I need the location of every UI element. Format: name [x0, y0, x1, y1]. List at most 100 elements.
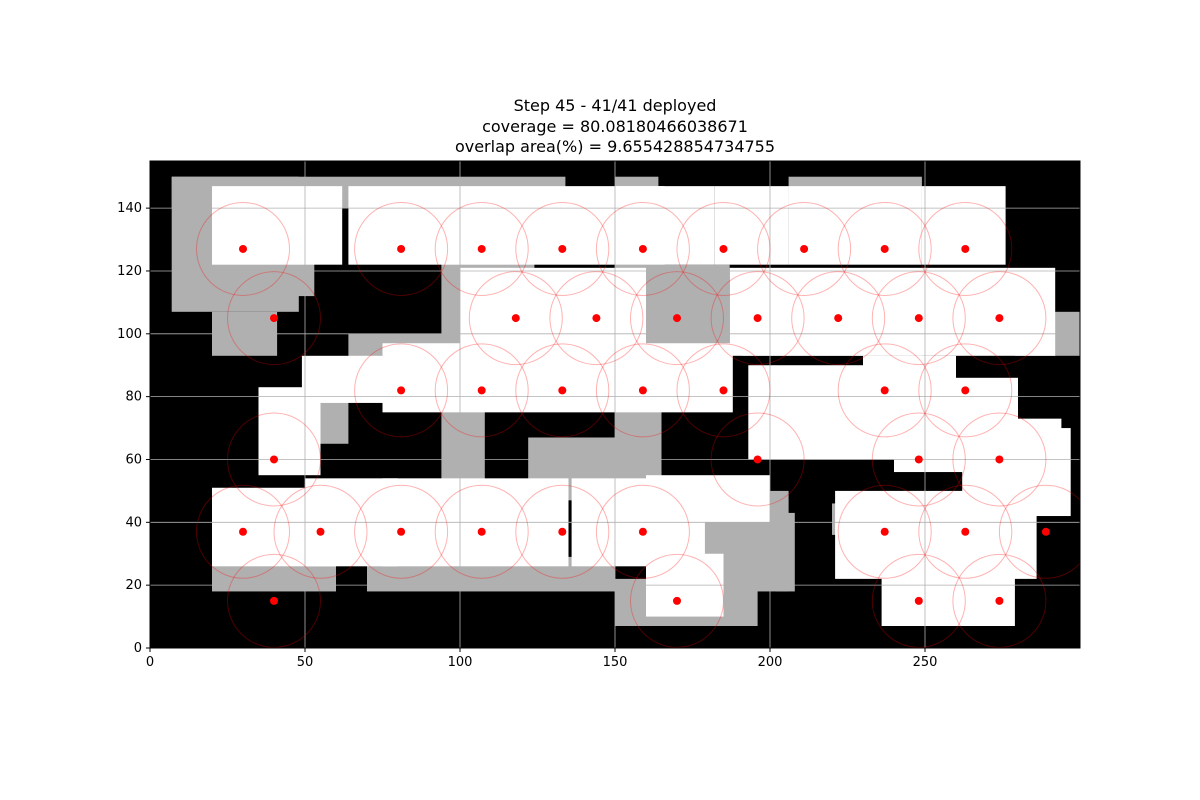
y-axis-ticks: 0 20 40 60 80 100 120 140: [117, 201, 150, 656]
sensor-point: [397, 527, 406, 536]
y-tick-label: 100: [117, 327, 142, 342]
sensor-points: [239, 244, 1050, 605]
sensor-point: [719, 244, 728, 253]
sensor-point: [880, 244, 889, 253]
sensor-range-circle: [757, 201, 852, 296]
sensor-point: [995, 314, 1004, 323]
sensor-point: [753, 455, 762, 464]
covered-region: [258, 387, 321, 476]
sensor-point: [558, 527, 567, 536]
sensor-range-circle: [791, 271, 886, 366]
sensor-point: [800, 244, 809, 253]
covered-region: [788, 186, 922, 265]
sensor-point: [477, 244, 486, 253]
sensor-point: [1041, 527, 1050, 536]
chart-title-line-3: overlap area(%) = 9.655428854734755: [455, 137, 775, 156]
covered-region: [615, 186, 715, 265]
sensor-point: [477, 386, 486, 395]
sensor-range-circle: [595, 484, 690, 579]
sensor-range-circle: [227, 412, 321, 507]
sensor-range-circle: [434, 201, 529, 296]
sensor-point: [592, 314, 601, 323]
x-tick-label: 200: [758, 655, 783, 670]
sensor-point: [961, 527, 970, 536]
sensor-range-circle: [434, 343, 529, 438]
sensor-range-circle: [676, 343, 771, 438]
sensor-range-circle: [595, 343, 690, 438]
sensor-range-circle: [273, 484, 368, 579]
sensor-point: [834, 314, 843, 323]
sensor-point: [638, 527, 647, 536]
sensor-range-circle: [227, 553, 321, 648]
sensor-point: [673, 596, 681, 605]
sensor-range-circle: [227, 271, 321, 366]
x-axis-ticks: 0 50 100 150 200 250: [146, 648, 937, 670]
free-area-region: [776, 512, 795, 592]
sensor-point: [239, 244, 247, 253]
sensor-range-circle: [710, 271, 805, 366]
sensor-point: [914, 314, 923, 323]
sensor-point: [914, 596, 923, 605]
sensor-point: [558, 244, 567, 253]
sensor-range-circles: [196, 201, 1080, 648]
sensor-point: [270, 455, 278, 464]
sensor-point: [316, 527, 325, 536]
sensor-range-circle: [871, 553, 966, 648]
grid-lines: [150, 161, 1080, 648]
sensor-range-circle: [918, 484, 1013, 579]
sensor-point: [270, 596, 278, 605]
sensor-range-circle: [871, 412, 966, 507]
sensor-point: [719, 386, 728, 395]
covered-region: [348, 186, 522, 265]
y-tick-label: 140: [117, 201, 142, 216]
chart-title-line-1: Step 45 - 41/41 deployed: [514, 96, 717, 115]
sensor-range-circle: [952, 412, 1047, 507]
sensor-point: [880, 386, 889, 395]
sensor-range-circle: [434, 484, 529, 579]
sensor-range-circle: [196, 201, 290, 296]
y-tick-label: 60: [125, 452, 142, 467]
sensor-point: [477, 527, 486, 536]
covered-region: [962, 550, 1015, 627]
sensor-point: [397, 386, 406, 395]
covered-region: [714, 186, 789, 265]
y-tick-label: 120: [117, 264, 142, 279]
sensor-point: [995, 596, 1004, 605]
sensor-range-circle: [837, 484, 932, 579]
sensor-range-circle: [676, 201, 771, 296]
sensor-range-circle: [837, 201, 932, 296]
covered-region: [921, 186, 1006, 265]
sensor-point: [880, 527, 889, 536]
sensor-range-circle: [515, 201, 610, 296]
plot-area: [150, 161, 1080, 648]
chart-title-line-2: coverage = 80.08180466038671: [482, 117, 748, 136]
covered-region: [993, 418, 1062, 482]
sensor-point: [995, 455, 1004, 464]
sensor-range-circle: [515, 484, 610, 579]
sensor-point: [270, 314, 278, 323]
sensor-point: [239, 527, 247, 536]
sensor-point: [753, 314, 762, 323]
sensor-range-circle: [918, 343, 1013, 438]
covered-region: [863, 355, 956, 413]
sensor-point: [961, 386, 970, 395]
sensor-range-circle: [837, 343, 932, 438]
sensor-range-circle: [468, 271, 563, 366]
x-tick-label: 100: [448, 655, 473, 670]
sensor-point: [673, 314, 681, 323]
sensor-point: [558, 386, 567, 395]
y-tick-label: 80: [125, 390, 142, 405]
y-tick-label: 0: [134, 641, 142, 656]
sensor-range-circle: [952, 271, 1047, 366]
sensor-range-circle: [630, 271, 724, 366]
sensor-range-circle: [595, 201, 690, 296]
sensor-range-circle: [196, 484, 290, 579]
x-tick-label: 0: [146, 655, 154, 670]
sensor-range-circle: [998, 484, 1080, 579]
y-tick-label: 20: [125, 578, 142, 593]
sensor-point: [638, 386, 647, 395]
covered-region: [382, 343, 553, 413]
y-tick-label: 40: [125, 515, 142, 530]
sensor-range-circle: [918, 201, 1013, 296]
